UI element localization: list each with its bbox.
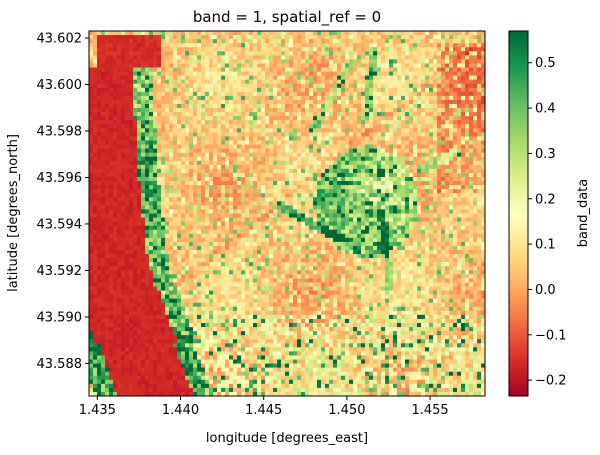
x-tick-label: 1.450 xyxy=(328,403,365,418)
y-tick-label: 43.596 xyxy=(37,171,83,186)
y-tick-label: 43.600 xyxy=(37,78,83,93)
y-tick-label: 43.594 xyxy=(37,217,83,232)
colorbar xyxy=(508,30,529,397)
x-tick-label: 1.435 xyxy=(79,403,116,418)
x-tick-label: 1.440 xyxy=(162,403,199,418)
x-tick-label: 1.445 xyxy=(245,403,282,418)
colorbar-tick-label: −0.1 xyxy=(535,328,567,343)
plot-area-frame xyxy=(88,30,486,397)
colorbar-label: band_data xyxy=(576,179,591,248)
y-tick-label: 43.588 xyxy=(37,357,83,372)
colorbar-tick-label: 0.3 xyxy=(535,147,556,162)
y-tick-label: 43.602 xyxy=(37,31,83,46)
colorbar-tick-label: 0.1 xyxy=(535,238,556,253)
colorbar-tick-label: 0.2 xyxy=(535,192,556,207)
colorbar-axis: −0.2 −0.1 0.0 0.1 0.2 0.3 0.4 0.5 xyxy=(528,56,567,389)
y-tick-label: 43.590 xyxy=(37,310,83,325)
heatmap-raster xyxy=(89,31,485,396)
chart-title: band = 1, spatial_ref = 0 xyxy=(193,8,381,27)
x-axis-label: longitude [degrees_east] xyxy=(206,431,368,446)
colorbar-tick-label: −0.2 xyxy=(535,374,567,389)
y-tick-label: 43.592 xyxy=(37,264,83,279)
x-tick-label: 1.455 xyxy=(411,403,448,418)
colorbar-tick-label: 0.5 xyxy=(535,56,556,71)
colorbar-tick-label: 0.0 xyxy=(535,283,556,298)
x-axis: 1.435 1.440 1.445 1.450 1.455 xyxy=(79,396,449,418)
y-axis-label: latitude [degrees_north] xyxy=(6,134,21,292)
colorbar-tick-label: 0.4 xyxy=(535,102,556,117)
y-tick-label: 43.598 xyxy=(37,124,83,139)
y-axis: 43.588 43.590 43.592 43.594 43.596 43.598 43.6… xyxy=(37,31,89,372)
